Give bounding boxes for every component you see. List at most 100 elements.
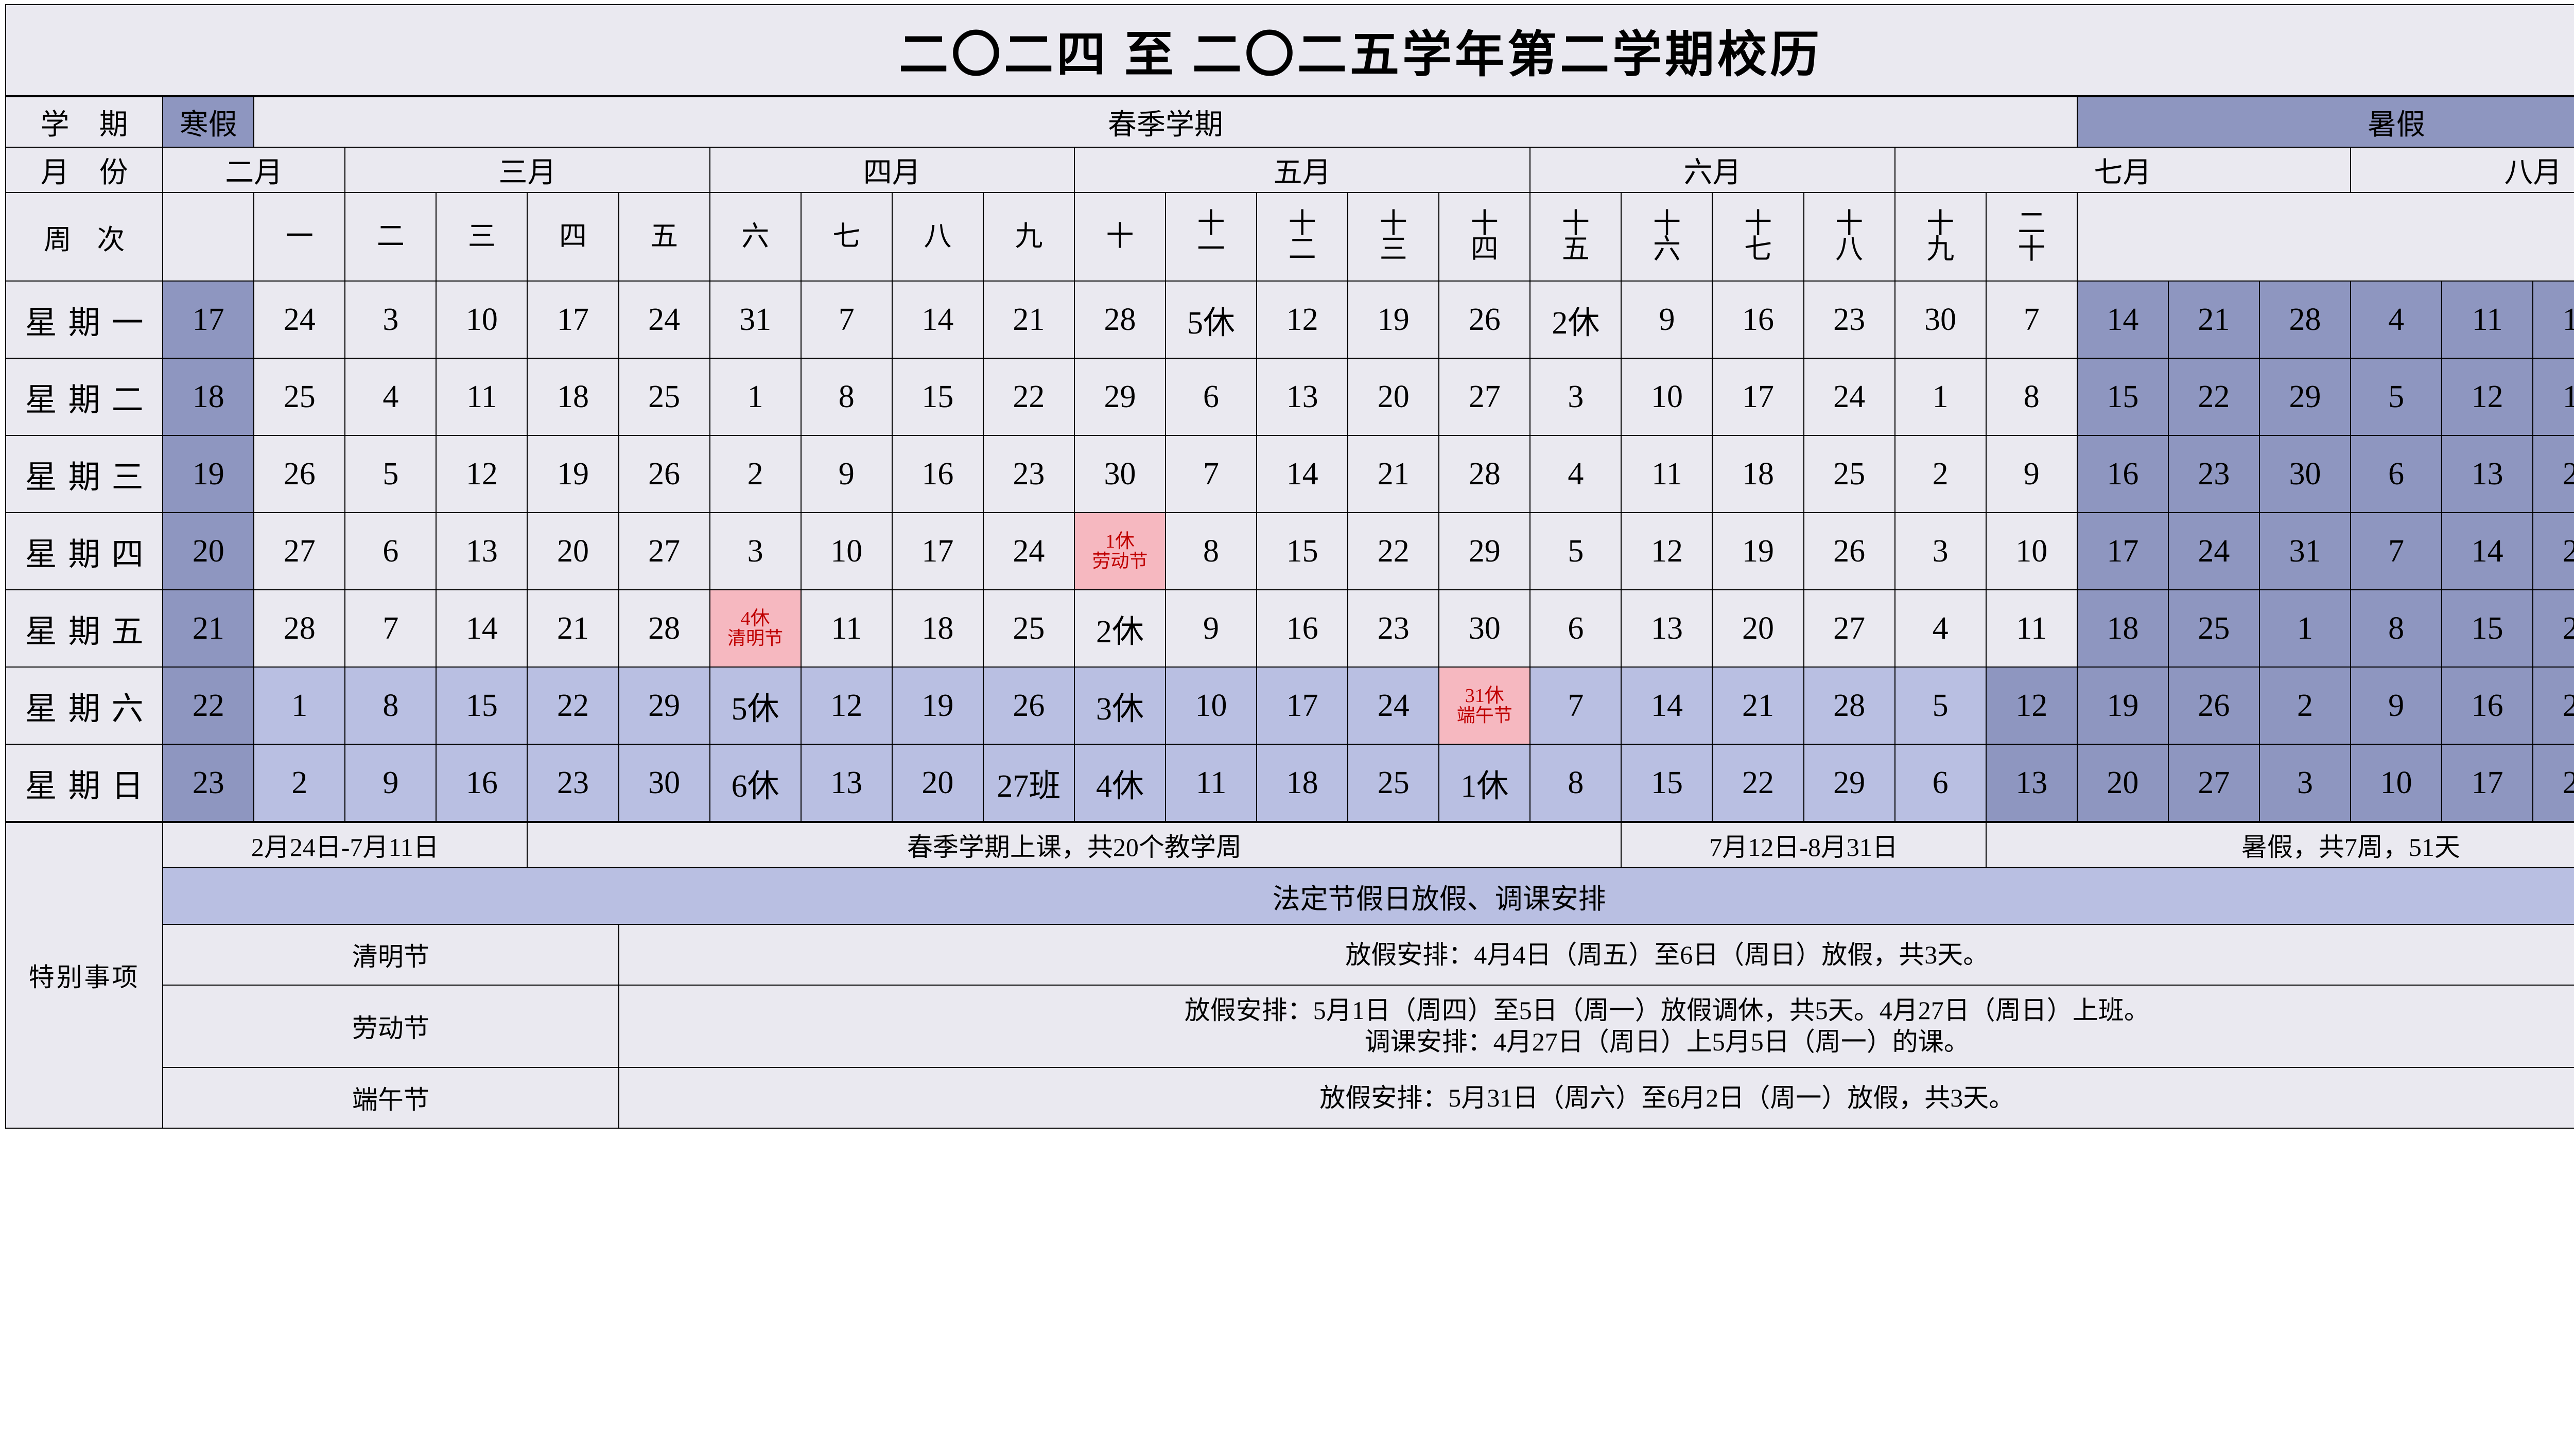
date-cell-3-3: 13 bbox=[436, 512, 528, 590]
weekday-label-3: 星期四 bbox=[5, 512, 164, 590]
date-cell-4-5: 28 bbox=[618, 589, 710, 668]
date-cell-3-13: 22 bbox=[1347, 512, 1440, 590]
date-cell-2-1: 26 bbox=[253, 435, 346, 513]
holiday-line-b-1: 调课安排：4月27日（周日）上5月5日（周一）的课。 bbox=[1364, 1027, 1970, 1056]
date-cell-5-10: 3休 bbox=[1073, 666, 1167, 745]
date-cell-2-19: 2 bbox=[1894, 435, 1987, 513]
date-cell-holiday-3-10: 1休 劳动节 bbox=[1073, 512, 1167, 590]
weekday-label-4: 星期五 bbox=[5, 589, 164, 668]
date-cell-3-2: 6 bbox=[344, 512, 437, 590]
week-cell-15: 十五 bbox=[1529, 192, 1622, 282]
weekday-row-2: 星期三 19 26 5 12 19 26 2 9 16 23 30 7 14 21 28 4 11 18 25 2 9 16… bbox=[5, 435, 2574, 513]
week-cell-16: 十六 bbox=[1621, 192, 1713, 282]
date-cell-0-21: 14 bbox=[2076, 280, 2169, 359]
date-cell-2-26: 20 bbox=[2532, 435, 2574, 513]
weekday-row-6: 星期日 23 2 9 16 23 30 6休 13 20 27班 4休 11 18 25 1休 8 15 22 29 6… bbox=[5, 744, 2574, 822]
term-row: 学 期寒假 春季学期 暑假 bbox=[5, 96, 2574, 148]
date-cell-0-23: 28 bbox=[2258, 280, 2352, 359]
week-cell-6: 六 bbox=[709, 192, 802, 282]
week-cell-2: 二 bbox=[344, 192, 437, 282]
holiday-row-0: 清明节 放假安排：4月4日（周五）至6日（周日）放假，共3天。 bbox=[6, 924, 2574, 986]
date-cell-3-5: 27 bbox=[618, 512, 710, 590]
date-cell-2-10: 30 bbox=[1073, 435, 1167, 513]
week-cell-14: 十四 bbox=[1438, 192, 1531, 282]
date-cell-4-19: 4 bbox=[1894, 589, 1987, 668]
date-cell-2-18: 25 bbox=[1803, 435, 1895, 513]
date-cell-3-7: 10 bbox=[800, 512, 893, 590]
date-cell-0-2: 3 bbox=[344, 280, 437, 359]
date-cell-4-23: 1 bbox=[2258, 589, 2352, 668]
date-cell-2-11: 7 bbox=[1165, 435, 1258, 513]
date-cell-5-22: 26 bbox=[2167, 666, 2260, 745]
date-cell-1-17: 17 bbox=[1712, 358, 1804, 436]
date-cell-6-16: 15 bbox=[1621, 744, 1713, 822]
date-cell-2-4: 19 bbox=[527, 435, 619, 513]
date-cell-4-13: 23 bbox=[1347, 589, 1440, 668]
date-cell-5-13: 24 bbox=[1347, 666, 1440, 745]
date-cell-1-8: 15 bbox=[891, 358, 984, 436]
date-cell-6-9: 27班 bbox=[982, 744, 1075, 822]
date-cell-2-20: 9 bbox=[1985, 435, 2078, 513]
date-cell-6-3: 16 bbox=[436, 744, 528, 822]
date-cell-5-24: 9 bbox=[2350, 666, 2443, 745]
date-cell-1-5: 25 bbox=[618, 358, 710, 436]
weekday-row-5: 星期六 22 1 8 15 22 29 5休 12 19 26 3休 10 17 24 31休 端午节 7 14 21… bbox=[5, 666, 2574, 745]
week-cell-19: 十九 bbox=[1894, 192, 1987, 282]
date-cell-1-24: 5 bbox=[2350, 358, 2443, 436]
date-cell-3-12: 15 bbox=[1256, 512, 1349, 590]
date-cell-6-22: 27 bbox=[2167, 744, 2260, 822]
date-cell-2-21: 16 bbox=[2076, 435, 2169, 513]
date-cell-4-25: 15 bbox=[2441, 589, 2534, 668]
date-cell-5-15: 7 bbox=[1529, 666, 1622, 745]
date-cell-3-14: 29 bbox=[1438, 512, 1531, 590]
date-cell-1-12: 13 bbox=[1256, 358, 1349, 436]
date-cell-5-16: 14 bbox=[1621, 666, 1713, 745]
date-cell-5-12: 17 bbox=[1256, 666, 1349, 745]
date-cell-6-19: 6 bbox=[1894, 744, 1987, 822]
month-label: 月 份 bbox=[5, 147, 164, 193]
date-cell-4-14: 30 bbox=[1438, 589, 1531, 668]
date-cell-5-21: 19 bbox=[2076, 666, 2169, 745]
date-cell-6-1: 2 bbox=[253, 744, 346, 822]
term-summary-row: 特别事项 2月24日-7月11日 春季学期上课，共20个教学周 7月12日-8月31日… bbox=[5, 821, 2574, 1129]
date-cell-6-0: 23 bbox=[162, 744, 255, 822]
week-cell-5: 五 bbox=[618, 192, 710, 282]
weekday-row-3: 星期四 20 27 6 13 20 27 3 10 17 24 1休 劳动节 8 15 22 29 5 12 19 26… bbox=[5, 512, 2574, 590]
week-cell-20: 二十 bbox=[1985, 192, 2078, 282]
date-cell-2-9: 23 bbox=[982, 435, 1075, 513]
holiday-line-a-1: 放假安排：5月1日（周四）至5日（周一）放假调休，共5天。4月27日（周日）上班… bbox=[1184, 996, 2150, 1025]
date-cell-5-7: 12 bbox=[800, 666, 893, 745]
date-cell-1-15: 3 bbox=[1529, 358, 1622, 436]
date-cell-1-19: 1 bbox=[1894, 358, 1987, 436]
date-cell-0-15: 2休 bbox=[1529, 280, 1622, 359]
date-cell-2-7: 9 bbox=[800, 435, 893, 513]
date-cell-6-21: 20 bbox=[2076, 744, 2169, 822]
date-cell-5-0: 22 bbox=[162, 666, 255, 745]
week-cell-0 bbox=[162, 192, 255, 282]
date-cell-5-18: 28 bbox=[1803, 666, 1895, 745]
summer-desc: 暑假，共7周，51天 bbox=[1985, 821, 2574, 868]
date-cell-3-24: 7 bbox=[2350, 512, 2443, 590]
date-cell-4-12: 16 bbox=[1256, 589, 1349, 668]
month-cell-0: 二月 bbox=[162, 147, 346, 193]
date-cell-1-11: 6 bbox=[1165, 358, 1258, 436]
date-cell-3-19: 3 bbox=[1894, 512, 1987, 590]
week-cell-7: 七 bbox=[800, 192, 893, 282]
date-cell-0-22: 21 bbox=[2167, 280, 2260, 359]
date-cell-5-25: 16 bbox=[2441, 666, 2534, 745]
date-cell-2-2: 5 bbox=[344, 435, 437, 513]
week-cell-9: 九 bbox=[982, 192, 1075, 282]
month-cell-4: 六月 bbox=[1529, 147, 1895, 193]
date-cell-4-3: 14 bbox=[436, 589, 528, 668]
date-cell-4-24: 8 bbox=[2350, 589, 2443, 668]
date-cell-6-13: 25 bbox=[1347, 744, 1440, 822]
holiday-text-0: 放假安排：4月4日（周五）至6日（周日）放假，共3天。 bbox=[618, 924, 2574, 986]
date-cell-4-26: 22 bbox=[2532, 589, 2574, 668]
holiday-name-1: 劳动节 bbox=[162, 985, 619, 1068]
date-cell-6-14: 1休 bbox=[1438, 744, 1531, 822]
date-cell-5-8: 19 bbox=[891, 666, 984, 745]
holiday-line-a-0: 放假安排：4月4日（周五）至6日（周日）放假，共3天。 bbox=[1345, 940, 1989, 969]
date-cell-0-14: 26 bbox=[1438, 280, 1531, 359]
date-cell-4-1: 28 bbox=[253, 589, 346, 668]
date-cell-5-19: 5 bbox=[1894, 666, 1987, 745]
